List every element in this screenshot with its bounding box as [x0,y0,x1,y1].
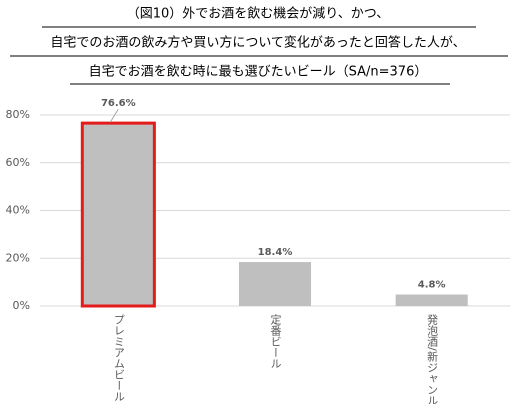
leader-line [109,108,119,123]
bar [80,121,156,308]
chart-title: 自宅でお酒を飲む時に最も選びたいビール（SA/n=376） [89,64,428,80]
value-label: 76.6% [101,98,136,109]
y-tick-label: 20% [6,251,30,264]
x-tick-label: プレミアムビール [112,314,125,402]
value-label: 18.4% [258,247,293,258]
y-tick-label: 60% [6,156,30,169]
chart-title: （図10）外でお酒を飲む機会が減り、かつ、 [127,6,390,22]
bar [395,294,468,306]
value-label: 4.8% [418,280,446,291]
x-tick-label: 定番ビール [269,313,282,369]
y-tick-label: 40% [6,204,30,217]
bar [238,262,312,306]
x-tick-label: 発泡酒/新ジャンル [426,313,439,404]
y-tick-label: 80% [6,108,30,121]
chart-title: 自宅でのお酒の飲み方や買い方について変化があったと回答した人が、 [50,35,465,51]
y-tick-label: 0% [13,299,30,312]
